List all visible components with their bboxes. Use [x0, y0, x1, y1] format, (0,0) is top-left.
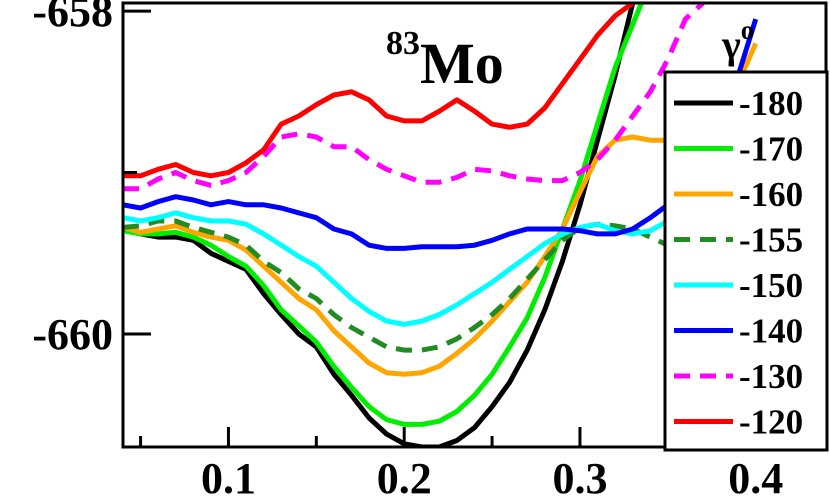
nucleus-mass-number: 83: [386, 25, 420, 62]
x-tick-label: 0.1: [201, 454, 256, 501]
legend-label: -140: [739, 312, 803, 351]
legend-title-gamma: γ: [721, 22, 741, 67]
legend: -180 -170 -160 -155 -150 -140 -130 -120: [663, 70, 829, 452]
series-line-minus-170: [123, 3, 644, 427]
x-tick-label: 0.3: [552, 454, 607, 501]
series-line-minus-130: [123, 3, 705, 192]
legend-title: γo: [721, 15, 754, 67]
legend-label: -160: [739, 175, 803, 214]
legend-label: -120: [739, 403, 803, 442]
series-line-minus-180: [123, 3, 636, 447]
series-line-minus-160: [123, 42, 758, 377]
y-tick-label: -660: [32, 310, 113, 359]
legend-label: -155: [739, 221, 803, 260]
legend-label: -150: [739, 266, 803, 305]
legend-title-superscript: o: [741, 15, 755, 45]
legend-box: [663, 70, 829, 452]
series-layer: [123, 3, 759, 447]
series-line-minus-120: [123, 3, 635, 179]
series-line-minus-140: [123, 18, 759, 251]
x-tick-label: 0.4: [728, 454, 783, 501]
x-tick-label: 0.2: [377, 454, 432, 501]
legend-label: -180: [739, 84, 803, 123]
nucleus-element: Mo: [420, 31, 504, 96]
series-line-minus-155: [123, 195, 758, 353]
y-tick-label: -658: [32, 0, 113, 36]
series-line-minus-150: [123, 90, 758, 327]
nucleus-label: 83Mo: [386, 25, 504, 96]
tick-layer: 0.1 0.2 0.3 0.4 -658 -660: [32, 0, 783, 501]
legend-label: -170: [739, 130, 803, 169]
legend-label: -130: [739, 357, 803, 396]
